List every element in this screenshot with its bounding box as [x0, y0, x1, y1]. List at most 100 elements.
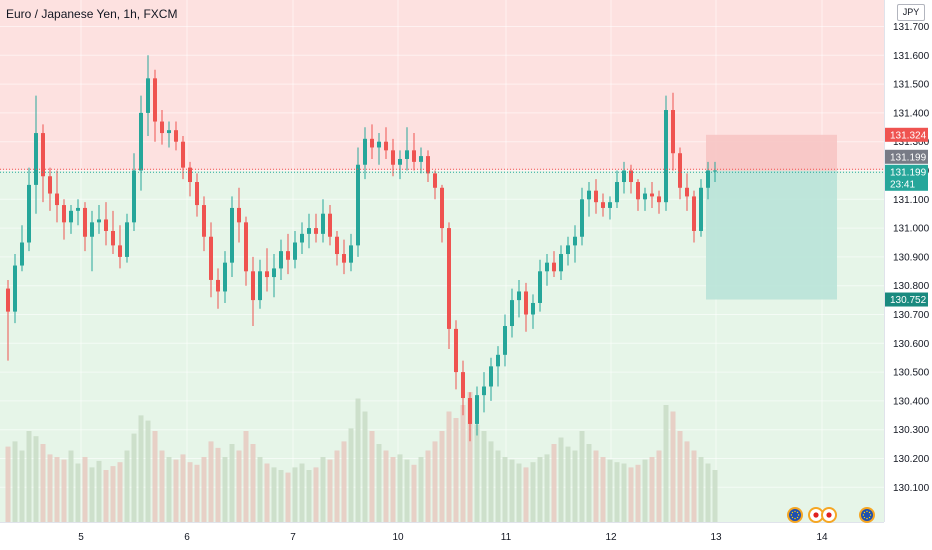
volume-bar: [257, 457, 263, 522]
candle-body: [615, 182, 619, 203]
volume-bar: [481, 431, 487, 522]
candle-body: [405, 150, 409, 159]
eu-flag-icon-star: [794, 517, 796, 520]
volume-bar: [523, 467, 529, 522]
volume-bar: [397, 454, 403, 522]
candle-body: [692, 196, 696, 231]
candle-body: [503, 326, 507, 355]
volume-bar: [586, 444, 592, 522]
y-tick-label: 130.600: [893, 339, 930, 350]
eu-flag-icon-star: [796, 516, 799, 519]
x-tick-label: 10: [392, 532, 404, 543]
volume-bar: [159, 450, 165, 522]
candle-body: [153, 78, 157, 122]
volume-bar: [705, 463, 711, 522]
volume-bar: [383, 450, 389, 522]
currency-badge[interactable]: JPY: [897, 4, 925, 21]
stop-loss-zone[interactable]: [706, 134, 837, 171]
last-price-tag-bg: [885, 149, 928, 164]
volume-bar: [488, 441, 494, 522]
price-axis-panel: [884, 0, 932, 550]
volume-bar: [306, 470, 312, 522]
candle-body: [48, 176, 52, 194]
y-tick-label: 130.400: [893, 396, 930, 407]
candle-body: [321, 213, 325, 234]
candle-body: [559, 254, 563, 272]
symbol-title[interactable]: Euro / Japanese Yen, 1h, FXCM: [6, 7, 178, 21]
volume-bar: [124, 450, 130, 522]
jp-flag-icon[interactable]: [808, 507, 824, 523]
volume-bar: [320, 457, 326, 522]
eu-flag-icon-star: [866, 517, 868, 520]
x-tick-label: 7: [290, 532, 296, 543]
volume-bar: [355, 398, 361, 522]
take-profit-zone[interactable]: [706, 170, 837, 300]
volume-bar: [677, 431, 683, 522]
candle-body: [6, 288, 10, 312]
volume-bar: [75, 463, 81, 522]
eu-flag-icon[interactable]: [787, 507, 803, 523]
jp-flag-icon[interactable]: [821, 507, 837, 523]
event-markers[interactable]: [787, 507, 875, 523]
candle-body: [125, 222, 129, 257]
volume-bar: [180, 454, 186, 522]
x-tick-label: 5: [78, 532, 84, 543]
eu-flag-icon-star: [791, 511, 794, 514]
eu-flag-icon-star: [863, 511, 866, 514]
volume-bar: [250, 444, 256, 522]
y-tick-label: 131.500: [893, 80, 930, 91]
y-tick-label: 130.300: [893, 425, 930, 436]
candle-body: [664, 110, 668, 203]
candle-body: [440, 187, 444, 229]
target-price-tag: 130.752: [885, 292, 928, 307]
candle-body: [41, 133, 45, 177]
volume-bar: [285, 472, 291, 522]
volume-bar: [516, 463, 522, 522]
candle-body: [251, 271, 255, 301]
candle-body: [412, 150, 416, 162]
volume-bar: [439, 431, 445, 522]
candle-body: [671, 110, 675, 154]
candle-body: [706, 170, 710, 188]
volume-bar: [537, 457, 543, 522]
y-tick-label: 130.900: [893, 252, 930, 263]
volume-bar: [418, 457, 424, 522]
y-tick-label: 131.000: [893, 224, 930, 235]
y-tick-label: 130.100: [893, 483, 930, 494]
target-price-tag-text: 130.752: [890, 295, 927, 306]
candle-body: [531, 302, 535, 315]
candle-body: [181, 141, 185, 168]
time-axis-panel: [0, 522, 932, 550]
volume-bar: [152, 431, 158, 522]
candle-body: [608, 202, 612, 208]
candle-body: [363, 138, 367, 165]
y-tick-label: 131.300: [893, 137, 930, 148]
y-tick-label: 130.500: [893, 368, 930, 379]
eu-flag-icon-star: [797, 514, 800, 516]
candle-body: [678, 153, 682, 188]
x-tick-label: 6: [184, 532, 190, 543]
candle-body: [244, 222, 248, 272]
eu-flag-icon[interactable]: [859, 507, 875, 523]
candle-body: [293, 242, 297, 260]
candle-body: [524, 291, 528, 315]
volume-bars: [5, 392, 718, 522]
short-position-tool[interactable]: [706, 134, 837, 300]
candle-body: [20, 242, 24, 266]
volume-bar: [222, 457, 228, 522]
volume-bar: [299, 463, 305, 522]
volume-bar: [551, 444, 557, 522]
candle-body: [139, 112, 143, 171]
volume-bar: [243, 431, 249, 522]
volume-bar: [264, 463, 270, 522]
stop-price-tag-bg: [885, 127, 928, 142]
volume-bar: [670, 411, 676, 522]
candle-body: [349, 245, 353, 263]
volume-bar: [117, 462, 123, 522]
candle-body: [636, 182, 640, 200]
volume-bar: [47, 454, 53, 522]
stop-price-tag: 131.324: [885, 127, 928, 142]
volume-bar: [579, 431, 585, 522]
